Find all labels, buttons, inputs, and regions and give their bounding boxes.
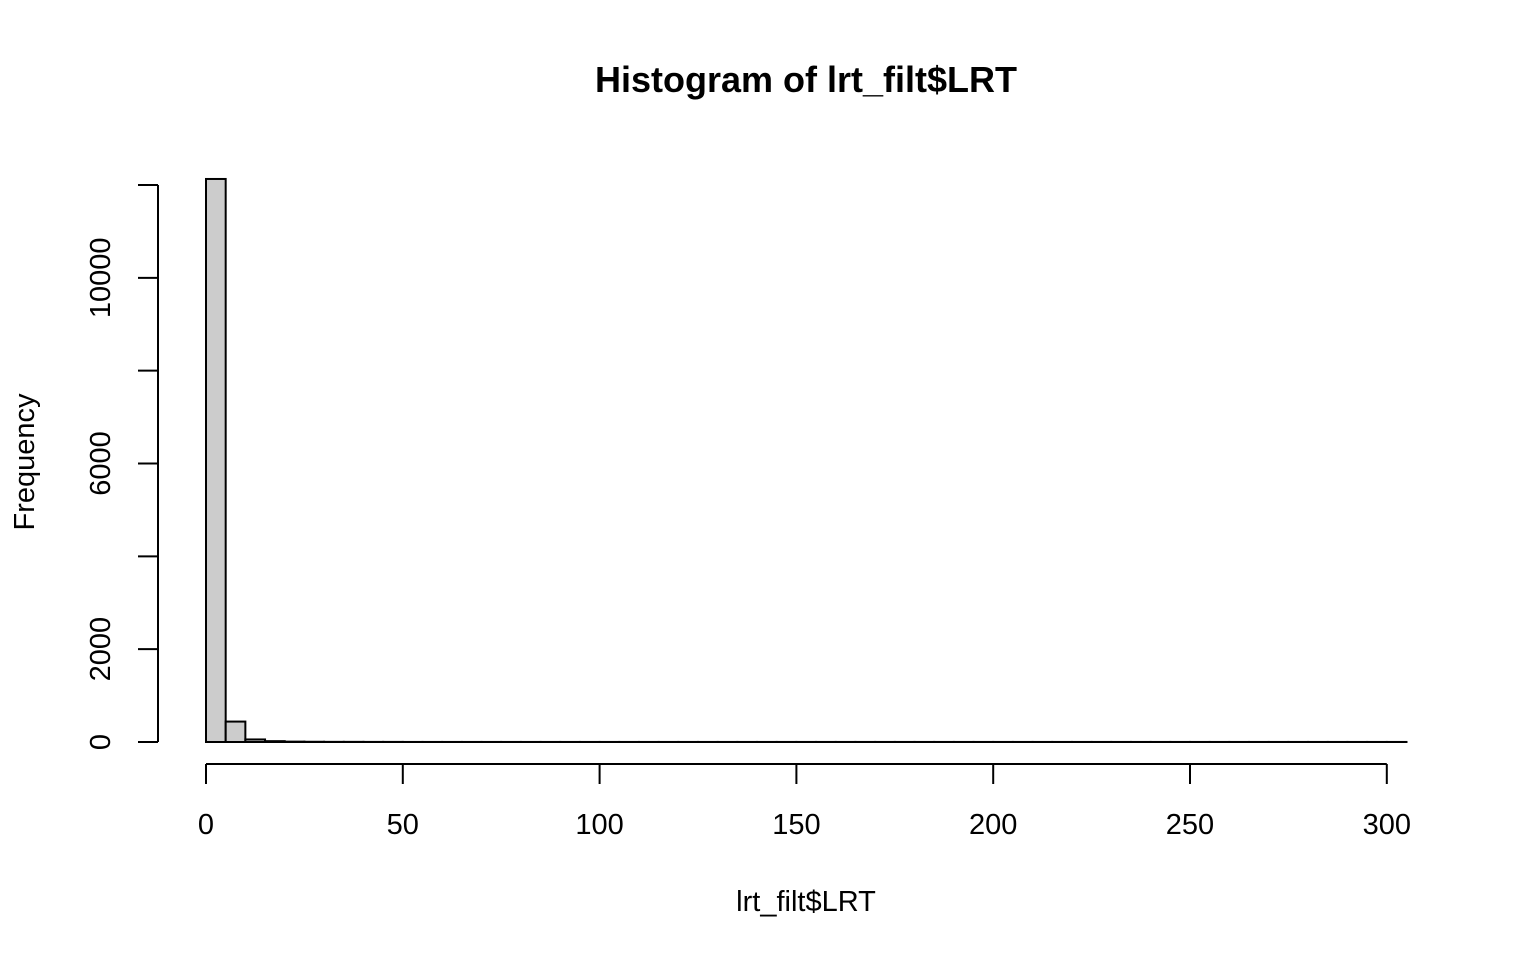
x-tick-label: 300 <box>1363 809 1411 841</box>
y-axis: 0 2000 6000 10000 <box>85 184 159 750</box>
y-axis-label: Frequency <box>9 393 41 531</box>
y-tick-label: 2000 <box>85 617 117 682</box>
bars-group <box>205 177 1408 744</box>
x-tick-label: 0 <box>198 809 214 841</box>
histogram-bar <box>224 720 247 744</box>
y-tick-label: 0 <box>85 734 117 750</box>
x-axis: 0 50 100 150 200 250 300 <box>198 763 1411 841</box>
x-tick-label: 50 <box>387 809 419 841</box>
y-tick-label: 6000 <box>85 431 117 496</box>
x-tick-label: 100 <box>575 809 623 841</box>
chart-title: Histogram of lrt_filt$LRT <box>595 59 1017 100</box>
y-tick-label: 10000 <box>85 238 117 319</box>
histogram-bar <box>244 738 267 744</box>
x-tick-label: 250 <box>1166 809 1214 841</box>
x-axis-label: lrt_filt$LRT <box>736 886 876 918</box>
histogram-bar <box>205 177 227 744</box>
x-tick-label: 200 <box>969 809 1017 841</box>
histogram-bar <box>264 740 286 743</box>
x-tick-label: 150 <box>772 809 820 841</box>
